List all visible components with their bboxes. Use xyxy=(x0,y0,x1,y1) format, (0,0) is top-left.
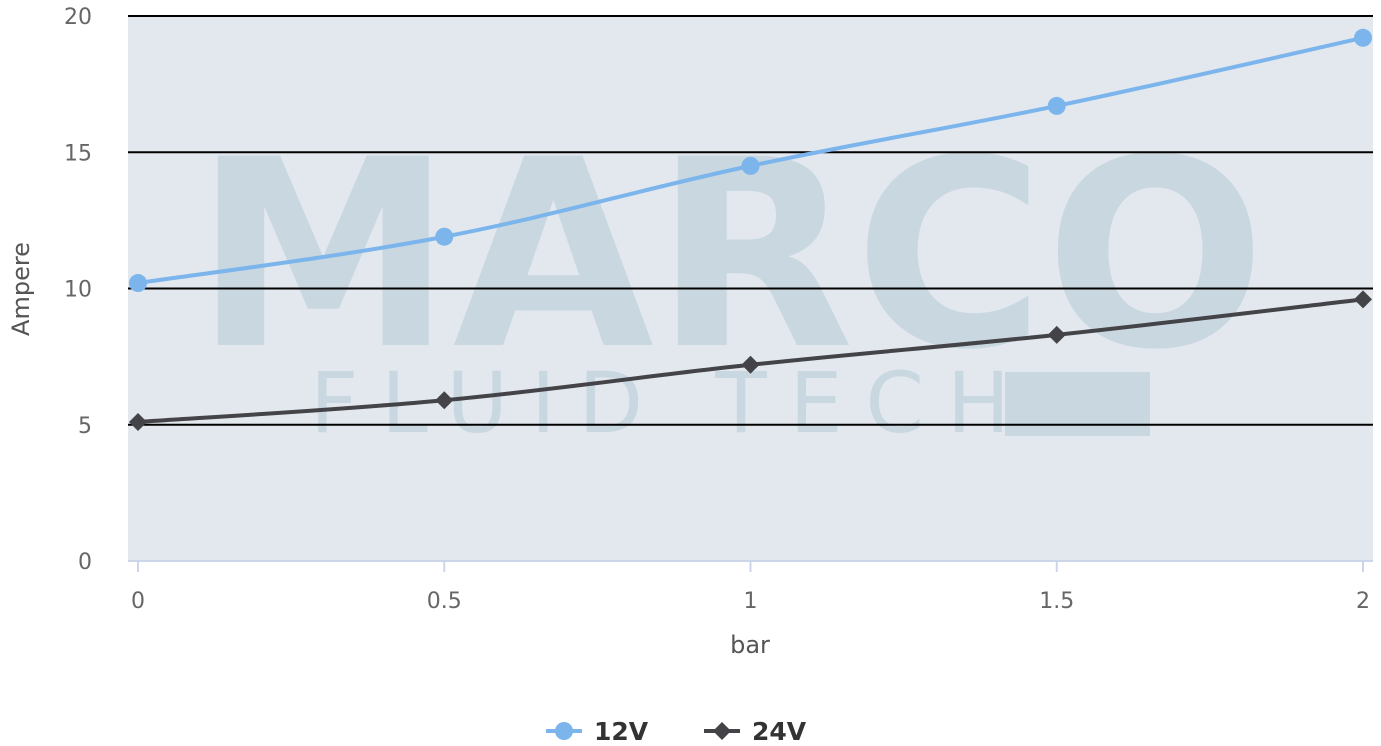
x-tick-label: 1.5 xyxy=(1039,589,1074,614)
data-point[interactable] xyxy=(741,156,760,175)
data-point[interactable] xyxy=(435,227,454,246)
y-axis-title: Ampere xyxy=(7,242,35,336)
y-tick-label: 10 xyxy=(64,278,92,303)
y-axis-labels: 0 5 10 15 20 xyxy=(64,5,92,575)
y-tick-label: 15 xyxy=(64,141,92,166)
legend-label: 12V xyxy=(594,717,649,746)
data-point[interactable] xyxy=(1047,96,1066,115)
data-point[interactable] xyxy=(741,355,760,374)
gridlines xyxy=(128,15,1373,426)
y-tick-label: 0 xyxy=(78,550,92,575)
series-12v xyxy=(129,28,1372,293)
data-point[interactable] xyxy=(1047,325,1066,344)
x-tick-label: 1 xyxy=(744,589,758,614)
y-tick-label: 5 xyxy=(78,414,92,439)
watermark: MARCO FLUID TECH ® xyxy=(194,105,1266,452)
x-tick-label: 0.5 xyxy=(427,589,462,614)
data-point[interactable] xyxy=(129,413,147,432)
x-axis-title: bar xyxy=(730,631,770,659)
legend[interactable]: 12V 24V xyxy=(546,717,807,746)
x-axis-ticks xyxy=(137,561,1364,572)
series-layer xyxy=(129,28,1372,432)
legend-item-12v[interactable]: 12V xyxy=(546,717,649,746)
y-tick-label: 20 xyxy=(64,5,92,30)
x-tick-label: 2 xyxy=(1356,589,1370,614)
watermark-logo-text: MARCO xyxy=(194,105,1266,407)
watermark-block xyxy=(1005,372,1150,436)
series-24v xyxy=(129,290,1372,432)
data-point[interactable] xyxy=(129,274,147,293)
data-point[interactable] xyxy=(435,391,454,410)
legend-label: 24V xyxy=(752,717,807,746)
legend-marker[interactable] xyxy=(555,722,573,740)
x-tick-label: 0 xyxy=(131,589,145,614)
data-point[interactable] xyxy=(1354,28,1372,47)
data-point[interactable] xyxy=(1354,290,1372,309)
x-axis-labels: 0 0.5 1 1.5 2 xyxy=(131,589,1370,614)
legend-marker[interactable] xyxy=(713,722,731,740)
legend-item-24v[interactable]: 24V xyxy=(704,717,807,746)
